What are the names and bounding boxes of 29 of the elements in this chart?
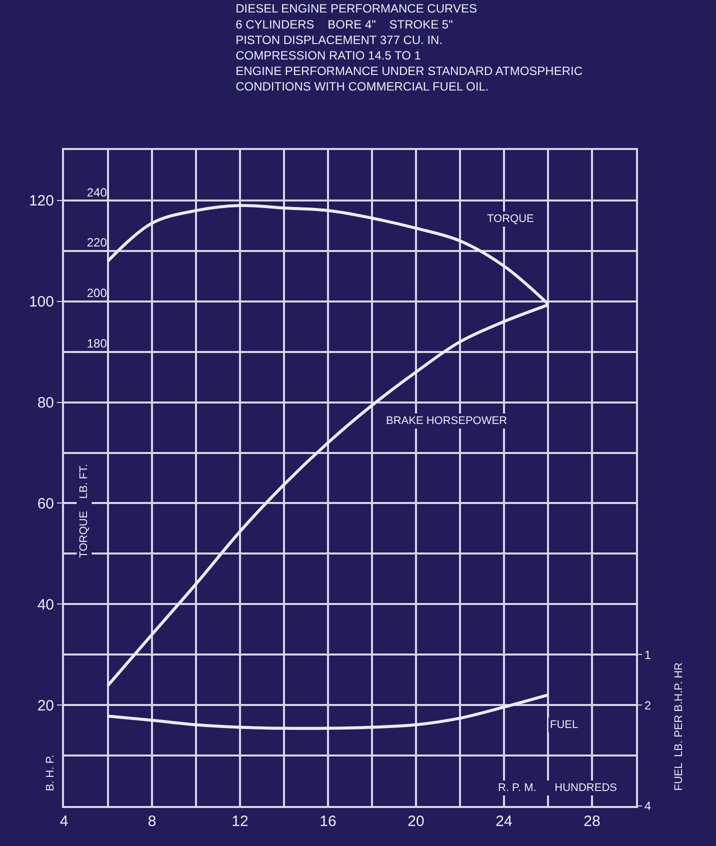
y3-tick-label: 1 — [644, 648, 652, 662]
x-tick-label: 4 — [60, 813, 68, 830]
x-tick-label: 28 — [584, 813, 600, 830]
x-tick-label: 24 — [496, 813, 512, 830]
y3-tick-label: 4 — [644, 799, 652, 814]
text: FUEL — [550, 719, 578, 731]
y-tick-label: 40 — [37, 596, 54, 614]
x-tick-label: 16 — [320, 813, 336, 830]
y2-tick-label: 200 — [86, 286, 108, 300]
y-tick-label: 120 — [28, 192, 54, 210]
y3-tick-label: 2 — [644, 698, 652, 712]
y-axis-title: B. H. P. — [44, 754, 56, 792]
x-tick-label: 12 — [232, 813, 248, 830]
series-label: BRAKE HORSEPOWER — [386, 415, 508, 427]
y2-tick-label: 240 — [86, 185, 108, 200]
x-axis-title: R. P. M. HUNDREDS — [498, 782, 617, 794]
line-series — [106, 693, 550, 730]
y-tick-label: 60 — [37, 495, 54, 512]
y2-tick-label: 220 — [86, 236, 108, 250]
x-tick-label: 20 — [408, 813, 424, 830]
text: TORQUE — [487, 213, 534, 225]
y-tick-label: 80 — [37, 394, 54, 412]
y3-axis-title: FUEL LB. PER B.H.P. HR — [673, 662, 686, 791]
x-tick-label: 8 — [148, 813, 156, 830]
y2-axis-title: TORQUE LB. FT. — [78, 464, 90, 558]
y-tick-label: 100 — [28, 294, 54, 311]
chart-title: DIESEL ENGINE PERFORMANCE CURVES 6 CYLINDERS BORE 4" STROKE 5" PISTON DISPLACEMENT 377 CU. IN. COMPRESSION RATIO 14.5 TO 1 ENGINE PERFORMANCE UNDER STANDARD ATMOSPHERIC CONDITIONS WITH COMMERCIAL FUEL OIL. — [236, 2, 583, 94]
y2-tick-label: 180 — [86, 336, 108, 351]
y-tick-label: 20 — [37, 697, 54, 714]
